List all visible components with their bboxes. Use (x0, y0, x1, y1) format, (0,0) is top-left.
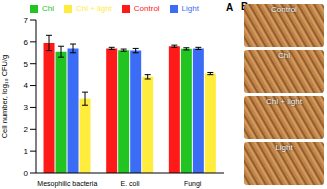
svg-text:1: 1 (24, 147, 29, 156)
svg-text:Mesophilic bacteria: Mesophilic bacteria (37, 180, 97, 188)
html-text:Chl: Chl (278, 51, 290, 60)
svg-text:Cell number, log₁₀ CFU/g: Cell number, log₁₀ CFU/g (8, 55, 9, 139)
svg-text:0: 0 (24, 169, 29, 178)
html-text:Control: Control (271, 5, 297, 14)
html-text:Chl + light: Chl + light (266, 97, 302, 106)
svg-text:Fungi: Fungi (184, 180, 202, 188)
html-text:Light: Light (275, 143, 293, 152)
html-text:Chl: Chl (42, 4, 54, 13)
html-text:Control: Control (133, 4, 160, 13)
html-text:Chl + light: Chl + light (76, 4, 112, 13)
svg-text:3: 3 (24, 103, 29, 112)
svg-text:5: 5 (24, 60, 29, 69)
html-text:A: A (226, 2, 234, 13)
html-text:Light: Light (181, 4, 199, 13)
svg-text:E. coli: E. coli (120, 180, 140, 187)
svg-text:2: 2 (24, 125, 29, 134)
svg-text:6: 6 (24, 38, 29, 47)
html-text:B: B (241, 1, 249, 12)
svg-text:4: 4 (24, 81, 29, 90)
svg-text:7: 7 (24, 16, 29, 25)
